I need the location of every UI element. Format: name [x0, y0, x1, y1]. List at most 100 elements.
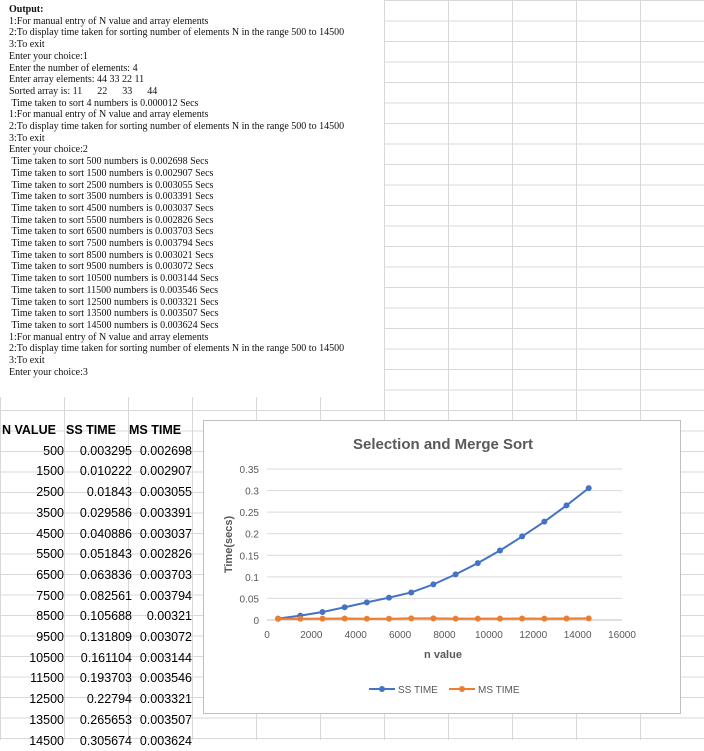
table-cell[interactable]: 0.003624	[140, 734, 192, 748]
console-line: Time taken to sort 4 numbers is 0.000012…	[9, 98, 384, 110]
console-line: 1:For manual entry of N value and array …	[9, 109, 384, 121]
table-header-cell[interactable]: N VALUE	[2, 423, 56, 437]
table-cell[interactable]: 0.029586	[80, 506, 132, 520]
table-cell[interactable]: 0.003072	[140, 630, 192, 644]
table-cell[interactable]: 0.00321	[147, 609, 192, 623]
table-cell[interactable]: 9500	[36, 630, 64, 644]
table-cell[interactable]: 1500	[36, 464, 64, 478]
console-line: Enter the number of elements: 4	[9, 63, 384, 75]
console-line: Time taken to sort 2500 numbers is 0.003…	[9, 180, 384, 192]
table-cell[interactable]: 0.003321	[140, 692, 192, 706]
table-cell[interactable]: 0.22794	[87, 692, 132, 706]
data-point	[319, 609, 325, 615]
table-cell[interactable]: 5500	[36, 547, 64, 561]
x-tick-label: 14000	[564, 630, 592, 641]
series-line	[278, 488, 589, 618]
y-tick-label: 0.2	[245, 530, 259, 541]
table-row: 7500 0.082561 0.003794	[0, 586, 200, 607]
console-line: 1:For manual entry of N value and array …	[9, 16, 384, 28]
table-cell[interactable]: 0.105688	[80, 609, 132, 623]
table-cell[interactable]: 6500	[36, 568, 64, 582]
x-tick-label: 4000	[345, 630, 368, 641]
data-point	[319, 616, 325, 622]
table-header-cell[interactable]: MS TIME	[129, 423, 181, 437]
console-line: Time taken to sort 8500 numbers is 0.003…	[9, 250, 384, 262]
table-cell[interactable]: 0.040886	[80, 527, 132, 541]
console-line: Enter array elements: 44 33 22 11	[9, 74, 384, 86]
table-cell[interactable]: 14500	[29, 734, 64, 748]
table-row: 6500 0.063836 0.003703	[0, 565, 200, 586]
table-cell[interactable]: 7500	[36, 589, 64, 603]
y-tick-label: 0.05	[240, 594, 260, 605]
console-line: Time taken to sort 6500 numbers is 0.003…	[9, 226, 384, 238]
x-tick-label: 2000	[300, 630, 323, 641]
table-cell[interactable]: 13500	[29, 713, 64, 727]
table-row: 2500 0.01843 0.003055	[0, 482, 200, 503]
table-cell[interactable]: 500	[43, 444, 64, 458]
console-line: 3:To exit	[9, 133, 384, 145]
table-row: 4500 0.040886 0.003037	[0, 524, 200, 545]
table-cell[interactable]: 0.305674	[80, 734, 132, 748]
data-point	[386, 616, 392, 622]
table-cell[interactable]: 0.003144	[140, 651, 192, 665]
data-point	[364, 599, 370, 605]
x-tick-label: 12000	[519, 630, 547, 641]
table-cell[interactable]: 0.003295	[80, 444, 132, 458]
table-cell[interactable]: 0.063836	[80, 568, 132, 582]
table-cell[interactable]: 4500	[36, 527, 64, 541]
table-cell[interactable]: 0.131809	[80, 630, 132, 644]
data-point	[430, 581, 436, 587]
table-cell[interactable]: 0.010222	[80, 464, 132, 478]
console-line: Time taken to sort 13500 numbers is 0.00…	[9, 308, 384, 320]
table-cell[interactable]: 0.161104	[81, 651, 132, 665]
table-cell[interactable]: 0.003391	[140, 506, 192, 520]
table-cell[interactable]: 0.003037	[140, 527, 192, 541]
console-line: Time taken to sort 4500 numbers is 0.003…	[9, 203, 384, 215]
data-point	[541, 616, 547, 622]
console-line: Time taken to sort 7500 numbers is 0.003…	[9, 238, 384, 250]
legend-swatch-marker	[379, 686, 385, 692]
table-cell[interactable]: 0.003794	[140, 589, 192, 603]
data-point	[497, 547, 503, 553]
table-row: 5500 0.051843 0.002826	[0, 544, 200, 565]
table-cell[interactable]: 3500	[36, 506, 64, 520]
data-point	[430, 615, 436, 621]
x-tick-label: 6000	[389, 630, 412, 641]
table-cell[interactable]: 0.002907	[140, 464, 192, 478]
data-point	[497, 616, 503, 622]
table-cell[interactable]: 0.003703	[140, 568, 192, 582]
table-row: 500 0.003295 0.002698	[0, 441, 200, 462]
legend-label: MS TIME	[478, 685, 520, 696]
console-output: Output:1:For manual entry of N value and…	[0, 0, 384, 397]
console-line: Time taken to sort 500 numbers is 0.0026…	[9, 156, 384, 168]
table-row: 1500 0.010222 0.002907	[0, 461, 200, 482]
y-tick-label: 0.15	[240, 551, 260, 562]
x-tick-label: 8000	[433, 630, 456, 641]
table-cell[interactable]: 0.01843	[87, 485, 132, 499]
table-cell[interactable]: 0.002698	[140, 444, 192, 458]
table-cell[interactable]: 2500	[36, 485, 64, 499]
data-point	[541, 519, 547, 525]
table-row: 9500 0.131809 0.003072	[0, 627, 200, 648]
table-cell[interactable]: 0.082561	[80, 589, 132, 603]
table-cell[interactable]: 0.003055	[140, 485, 192, 499]
table-cell[interactable]: 0.265653	[80, 713, 132, 727]
data-point	[519, 615, 525, 621]
table-cell[interactable]: 8500	[36, 609, 64, 623]
table-cell[interactable]: 0.003507	[140, 713, 192, 727]
table-cell[interactable]: 0.051843	[80, 547, 132, 561]
table-cell[interactable]: 0.002826	[140, 547, 192, 561]
table-cell[interactable]: 0.193703	[80, 671, 132, 685]
table-cell[interactable]: 11500	[30, 671, 64, 685]
table-cell[interactable]: 12500	[29, 692, 64, 706]
data-point	[342, 604, 348, 610]
table-row: 11500 0.193703 0.003546	[0, 668, 200, 689]
data-point	[453, 571, 459, 577]
x-tick-label: 16000	[608, 630, 636, 641]
table-cell[interactable]: 10500	[29, 651, 64, 665]
table-header-cell[interactable]: SS TIME	[66, 423, 116, 437]
table-cell[interactable]: 0.003546	[140, 671, 192, 685]
y-tick-label: 0.25	[240, 508, 260, 519]
y-tick-label: 0.35	[240, 465, 260, 476]
